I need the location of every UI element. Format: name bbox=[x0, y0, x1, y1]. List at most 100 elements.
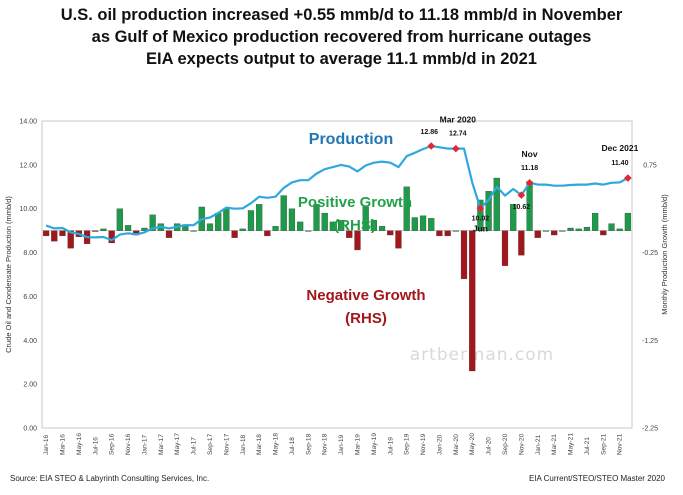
growth-bar bbox=[460, 230, 468, 280]
left-axis-tick: 4.00 bbox=[23, 338, 37, 345]
growth-bar bbox=[510, 204, 517, 231]
x-axis-tick: Mar-21 bbox=[551, 434, 558, 455]
growth-bar bbox=[477, 199, 484, 231]
growth-bar bbox=[215, 212, 222, 231]
annotation-label: Nov bbox=[522, 149, 538, 159]
x-axis-tick: Jul-19 bbox=[387, 437, 394, 455]
growth-bar bbox=[108, 230, 115, 244]
left-axis-label: Crude Oil and Condensate Production (mmb… bbox=[4, 196, 13, 353]
left-axis-tick: 0.00 bbox=[23, 426, 37, 433]
x-axis-tick: May-18 bbox=[273, 433, 280, 455]
growth-bar bbox=[42, 230, 50, 237]
right-axis-tick: -2.25 bbox=[642, 426, 658, 433]
growth-bar bbox=[370, 219, 377, 231]
growth-bar bbox=[165, 230, 173, 238]
x-axis-tick: Jul-17 bbox=[191, 437, 198, 455]
x-axis-tick: Jul-16 bbox=[92, 437, 99, 455]
growth-bar bbox=[100, 228, 107, 231]
growth-bar bbox=[362, 206, 369, 231]
growth-bar bbox=[190, 230, 197, 232]
growth-bar bbox=[616, 228, 623, 231]
growth-bar bbox=[206, 223, 214, 231]
x-axis-tick: Sep-20 bbox=[502, 433, 509, 455]
plot-area-border bbox=[41, 120, 633, 429]
growth-bar bbox=[542, 230, 550, 232]
growth-bar bbox=[387, 230, 394, 236]
x-axis-tick: Jan-18 bbox=[240, 435, 247, 455]
x-axis-tick: May-16 bbox=[76, 433, 83, 455]
growth-bar bbox=[247, 210, 255, 231]
production-series-label: Production bbox=[309, 131, 393, 148]
growth-bar bbox=[272, 226, 279, 231]
title-line-3: EIA expects output to average 11.1 mmb/d… bbox=[146, 50, 537, 68]
right-axis-tick: -0.25 bbox=[642, 250, 658, 257]
growth-bar bbox=[337, 219, 345, 231]
growth-bar bbox=[231, 230, 238, 238]
growth-bar bbox=[592, 212, 599, 231]
negative-growth-rhs-label: (RHS) bbox=[345, 310, 387, 327]
growth-bar bbox=[288, 208, 296, 231]
growth-bar bbox=[256, 204, 263, 231]
growth-bar bbox=[92, 230, 99, 232]
growth-bar bbox=[534, 230, 541, 238]
production-marker bbox=[476, 204, 485, 213]
growth-bar bbox=[59, 230, 66, 237]
left-axis-tick: 2.00 bbox=[23, 382, 37, 389]
x-axis-tick: Nov-16 bbox=[125, 433, 132, 455]
growth-bar bbox=[395, 230, 402, 249]
x-axis-tick: Sep-21 bbox=[600, 433, 607, 455]
growth-bar bbox=[493, 177, 500, 231]
growth-bar bbox=[452, 230, 459, 232]
annotation-label: 10.02 bbox=[472, 215, 490, 222]
growth-bar bbox=[469, 230, 476, 372]
title-line-2: as Gulf of Mexico production recovered f… bbox=[91, 28, 592, 46]
title-line-1: U.S. oil production increased +0.55 mmb/… bbox=[60, 6, 623, 24]
positive-growth-rhs-label: (RHS) bbox=[334, 217, 376, 234]
growth-bar bbox=[428, 218, 435, 231]
growth-bar bbox=[567, 227, 574, 231]
x-axis-tick: May-17 bbox=[174, 433, 181, 455]
x-axis-tick: Sep-18 bbox=[305, 433, 312, 455]
growth-bar bbox=[321, 212, 328, 231]
x-axis-tick: Nov-21 bbox=[617, 433, 624, 455]
growth-bar bbox=[551, 230, 558, 236]
growth-bar bbox=[51, 230, 58, 242]
x-axis-tick: Jan-21 bbox=[535, 435, 542, 455]
growth-bar bbox=[624, 212, 632, 231]
production-marker bbox=[427, 142, 436, 150]
growth-bar bbox=[141, 227, 148, 231]
production-marker bbox=[624, 174, 632, 182]
annotation-label: Mar 2020 bbox=[440, 115, 477, 125]
file-note: EIA Current/STEO/STEO Master 2020 bbox=[528, 474, 665, 483]
x-axis-tick: Nov-17 bbox=[223, 433, 230, 455]
x-axis-tick: Sep-19 bbox=[404, 433, 411, 455]
annotation-label: Dec 2021 bbox=[601, 143, 638, 153]
growth-bar bbox=[583, 226, 591, 231]
growth-bar bbox=[403, 186, 410, 231]
growth-bar bbox=[264, 230, 271, 237]
annotation-label: 10.62 bbox=[513, 204, 531, 211]
x-axis-tick: Mar-19 bbox=[354, 434, 361, 455]
x-axis-tick: May-19 bbox=[371, 433, 378, 455]
growth-bar bbox=[559, 230, 566, 232]
positive-growth-label: Positive Growth bbox=[298, 194, 412, 211]
watermark: artberman.com bbox=[410, 345, 554, 365]
x-axis-tick: Sep-17 bbox=[207, 433, 214, 455]
growth-bar bbox=[608, 223, 615, 231]
source-note: Source: EIA STEO & Labyrinth Consulting … bbox=[10, 474, 210, 483]
production-marker bbox=[525, 179, 534, 187]
growth-bar bbox=[67, 230, 74, 249]
growth-bar bbox=[223, 208, 230, 231]
growth-bar bbox=[124, 225, 132, 231]
growth-bar bbox=[346, 230, 353, 238]
growth-bar bbox=[313, 204, 320, 231]
x-axis-tick: Jul-18 bbox=[289, 437, 296, 455]
x-axis-tick: May-20 bbox=[469, 433, 476, 455]
growth-bar bbox=[600, 230, 607, 236]
growth-bar bbox=[444, 230, 451, 237]
growth-bar bbox=[419, 215, 427, 231]
production-marker bbox=[452, 144, 460, 153]
annotation-label: 11.18 bbox=[521, 165, 538, 172]
growth-bar bbox=[305, 230, 312, 232]
